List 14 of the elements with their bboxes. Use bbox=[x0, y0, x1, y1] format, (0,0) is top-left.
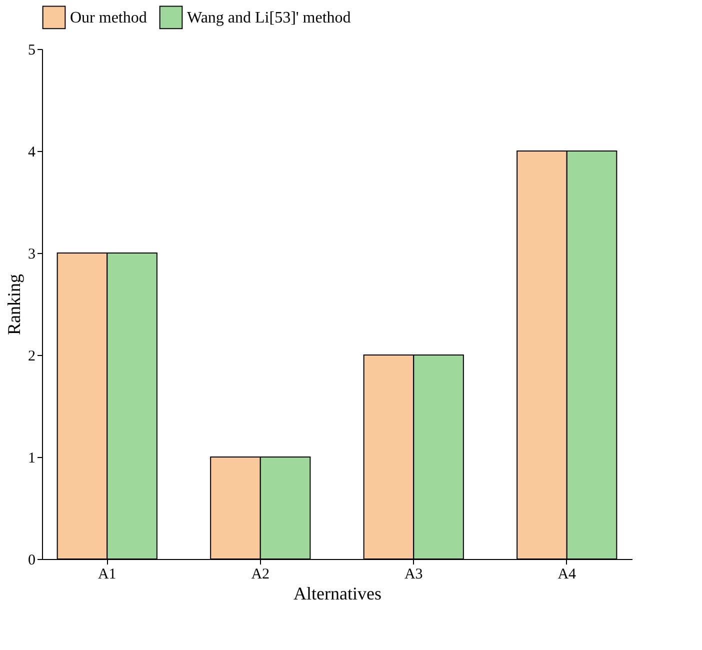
x-tick-label: A4 bbox=[558, 566, 577, 582]
y-tick-label: 1 bbox=[28, 450, 36, 466]
y-tick-label: 5 bbox=[28, 42, 36, 58]
y-tick-label: 3 bbox=[28, 246, 36, 262]
legend-label: Our method bbox=[70, 9, 147, 26]
y-tick-label: 2 bbox=[28, 348, 36, 364]
y-tick-label: 4 bbox=[28, 144, 36, 160]
y-tick-label: 0 bbox=[28, 552, 36, 568]
x-tick-label: A1 bbox=[98, 566, 116, 582]
y-axis-title: Ranking bbox=[4, 274, 24, 335]
x-axis-title: Alternatives bbox=[294, 584, 382, 604]
x-tick-label: A3 bbox=[404, 566, 423, 582]
x-tick-label: A2 bbox=[251, 566, 270, 582]
legend-label: Wang and Li[53]' method bbox=[187, 9, 351, 26]
